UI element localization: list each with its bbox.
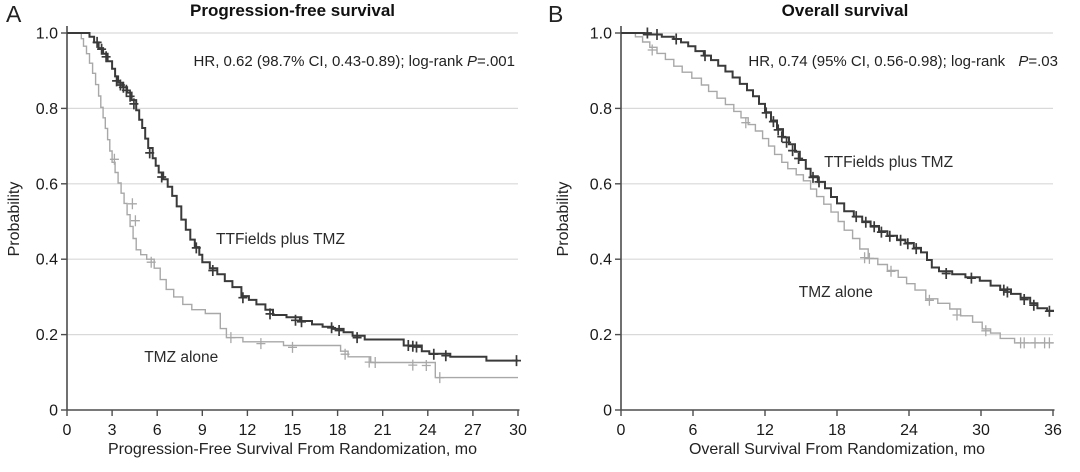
panel-b-pvalue: =.03 (1028, 53, 1058, 70)
censor-marks-tmz (109, 153, 445, 384)
y-tick-label: 0.6 (36, 176, 58, 193)
panel-b-pvalue-symbol: P (1018, 53, 1029, 70)
panel-a-title: Progression-free survival (189, 1, 396, 20)
censor-marks-ttfields (642, 27, 1054, 317)
y-tick-label: 0.2 (36, 327, 58, 344)
censor-marks-ttfields (92, 36, 521, 367)
panel-a-letter: A (6, 1, 22, 27)
y-tick-label: 0.4 (590, 252, 612, 269)
panel-a-pvalue-symbol: P (467, 53, 478, 70)
km-curve-ttfields (67, 32, 518, 362)
x-tick-label: 0 (63, 422, 72, 439)
x-tick-label: 15 (284, 422, 302, 439)
panel-a-plot-area: 1.0 0.8 0.6 0.4 0.2 00 3 6 9 12 15 18 21 24 27 30 (36, 26, 527, 440)
x-tick-label: 3 (108, 422, 117, 439)
panel-a-hr-annotation: HR, 0.62 (98.7% CI, 0.43-0.89); log-rank… (67, 53, 515, 70)
panel-a-annotation-text: HR, 0.62 (98.7% CI, 0.43-0.89); log-rank (193, 53, 468, 70)
x-tick-label: 9 (198, 422, 207, 439)
x-tick-label: 36 (1044, 422, 1062, 439)
y-tick-label: 0 (49, 403, 58, 420)
y-tick-label: 0.8 (36, 101, 58, 118)
censor-marks-tmz (647, 44, 1054, 349)
y-tick-label: 0.2 (590, 327, 612, 344)
panel-a-y-axis-label: Probability (6, 181, 23, 257)
x-tick-label: 21 (374, 422, 392, 439)
x-tick-label: 12 (756, 422, 774, 439)
y-tick-label: 1.0 (590, 26, 612, 43)
x-tick-label: 27 (464, 422, 482, 439)
x-tick-label: 6 (689, 422, 698, 439)
km-curve-ttfields (621, 32, 1054, 312)
x-tick-label: 0 (617, 422, 626, 439)
panel-a-ttfields-curve-label: TTFields plus TMZ (216, 231, 345, 249)
panel-b-tmz-curve-label: TMZ alone (798, 284, 873, 302)
y-tick-label: 0.4 (36, 252, 58, 269)
panel-b-hr-annotation: HR, 0.74 (95% CI, 0.56-0.98); log-rank P… (640, 53, 1058, 70)
x-tick-label: 30 (972, 422, 990, 439)
y-tick-label: 1.0 (36, 26, 58, 43)
panel-b-ttfields-curve-label: TTFields plus TMZ (824, 154, 954, 172)
x-tick-label: 30 (509, 422, 527, 439)
panel-b-x-axis-label: Overall Survival From Randomization, mo (688, 441, 986, 458)
panel-b-title: Overall survival (781, 1, 909, 20)
km-curve-tmz (67, 32, 518, 379)
x-tick-label: 24 (419, 422, 437, 439)
panel-b-letter: B (548, 1, 564, 27)
panel-b-y-axis-label: Probability (555, 181, 572, 257)
panel-a-tmz-curve-label: TMZ alone (144, 349, 219, 367)
y-tick-label: 0.6 (590, 176, 612, 193)
panel-b-plot-area: 1.0 0.8 0.6 0.4 0.2 00 6 12 18 24 30 36 (590, 26, 1062, 440)
y-tick-label: 0.8 (590, 101, 612, 118)
x-tick-label: 12 (239, 422, 257, 439)
x-tick-label: 18 (828, 422, 846, 439)
y-tick-label: 0 (603, 403, 612, 420)
x-tick-label: 24 (900, 422, 918, 439)
panel-b-annotation-text: HR, 0.74 (95% CI, 0.56-0.98); log-rank (748, 53, 1010, 70)
x-tick-label: 6 (153, 422, 162, 439)
panel-a-pvalue: =.001 (477, 53, 515, 70)
panel-a-x-axis-label: Progression-Free Survival From Randomiza… (107, 441, 477, 458)
km-curve-tmz (621, 32, 1053, 344)
x-tick-label: 18 (329, 422, 347, 439)
